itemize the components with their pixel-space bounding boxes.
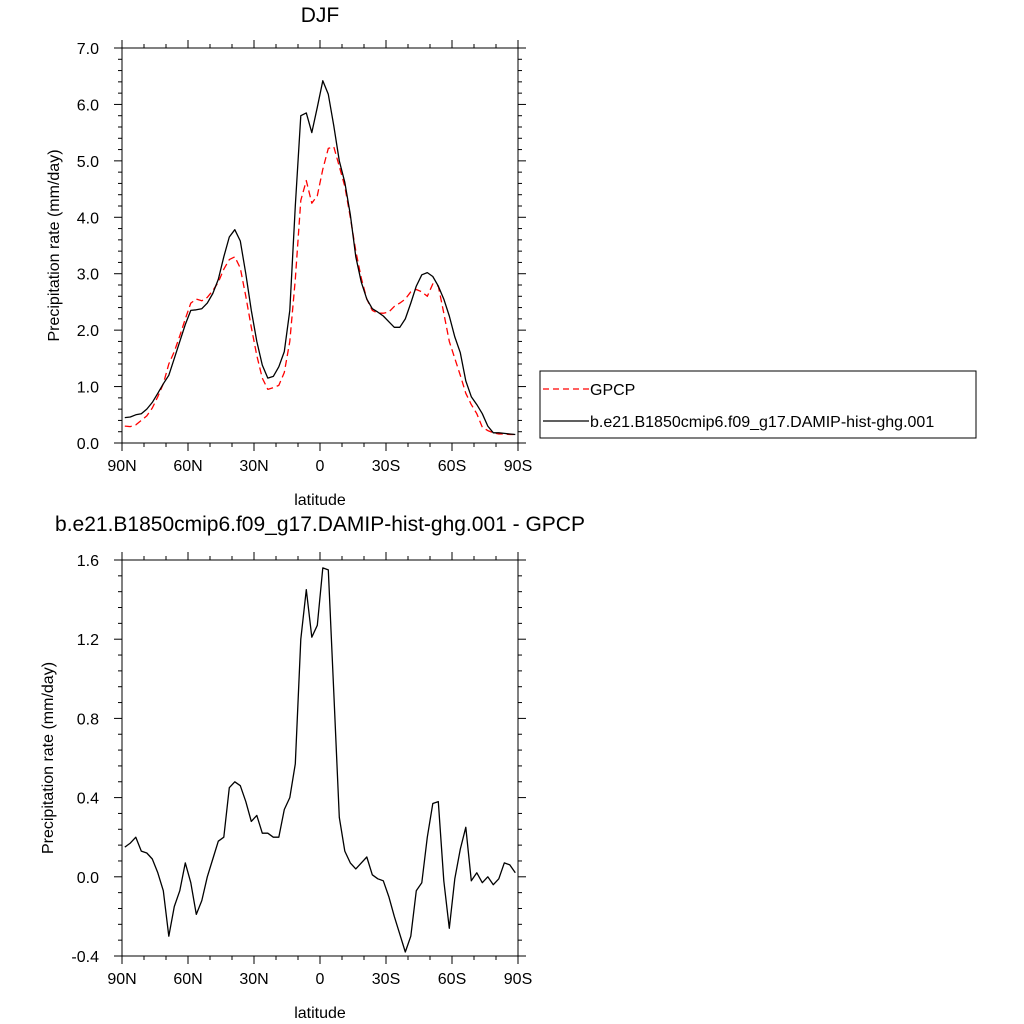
x-tick-label: 0 — [316, 458, 325, 475]
x-tick-label: 30N — [239, 458, 268, 475]
chart-title: b.e21.B1850cmip6.f09_g17.DAMIP-hist-ghg.… — [55, 513, 585, 536]
x-tick-label: 90S — [504, 971, 532, 988]
y-tick-label: 0.0 — [77, 436, 99, 453]
x-tick-label: 60N — [173, 971, 202, 988]
legend: GPCP b.e21.B1850cmip6.f09_g17.DAMIP-hist… — [539, 370, 977, 439]
plot-frame — [121, 559, 519, 957]
x-tick-label: 90N — [107, 458, 136, 475]
tick-labels: 90N 60N 30N 0 30S 60S 90S -0.4 0.0 0.4 0.8 1.2 1.6 — [71, 553, 532, 988]
y-axis-label: Precipitation rate (mm/day) — [46, 149, 63, 341]
y-tick-label: 0.8 — [77, 711, 99, 728]
tick-labels: 90N 60N 30N 0 30S 60S 90S 0.0 1.0 2.0 3.0 4.0 5.0 6.0… — [77, 41, 532, 475]
x-tick-label: 60S — [438, 971, 466, 988]
chart-title: DJF — [301, 4, 340, 27]
x-tick-label: 60S — [438, 458, 466, 475]
y-tick-label: 2.0 — [77, 323, 99, 340]
y-tick-label: 1.0 — [77, 380, 99, 397]
y-tick-label: 0.4 — [77, 791, 99, 808]
x-tick-label: 0 — [316, 971, 325, 988]
x-tick-label: 30N — [239, 971, 268, 988]
y-tick-label: 7.0 — [77, 41, 99, 58]
legend-label-gpcp: GPCP — [590, 382, 635, 399]
legend-label-model: b.e21.B1850cmip6.f09_g17.DAMIP-hist-ghg.… — [590, 414, 934, 431]
model-series-line — [124, 80, 516, 436]
y-tick-label: 4.0 — [77, 210, 99, 227]
y-axis-label: Precipitation rate (mm/day) — [40, 662, 57, 854]
y-tick-label: 0.0 — [77, 870, 99, 887]
djf-panel: DJF 90N 60N 30N 0 30S 60S 90S 0.0 1.0 2.0 3.0 4.0 5.… — [46, 4, 977, 509]
legend-box — [539, 370, 977, 439]
x-axis-label: latitude — [294, 1005, 346, 1022]
x-tick-label: 90N — [107, 971, 136, 988]
y-tick-label: 5.0 — [77, 154, 99, 171]
axis-ticks — [114, 552, 526, 964]
y-tick-label: 6.0 — [77, 97, 99, 114]
x-tick-label: 60N — [173, 458, 202, 475]
plot-series — [124, 80, 516, 436]
y-tick-label: 1.6 — [77, 553, 99, 570]
plot-frame — [121, 47, 519, 444]
x-tick-label: 30S — [372, 971, 400, 988]
y-tick-label: -0.4 — [71, 949, 99, 966]
x-tick-label: 90S — [504, 458, 532, 475]
model-series-line — [124, 567, 516, 953]
y-tick-label: 3.0 — [77, 267, 99, 284]
plot-series — [124, 567, 516, 953]
gpcp-series-line — [124, 146, 516, 436]
x-axis-label: latitude — [294, 492, 346, 509]
y-tick-label: 1.2 — [77, 632, 99, 649]
difference-panel: b.e21.B1850cmip6.f09_g17.DAMIP-hist-ghg.… — [40, 513, 585, 1022]
x-tick-label: 30S — [372, 458, 400, 475]
axis-ticks — [114, 40, 526, 451]
